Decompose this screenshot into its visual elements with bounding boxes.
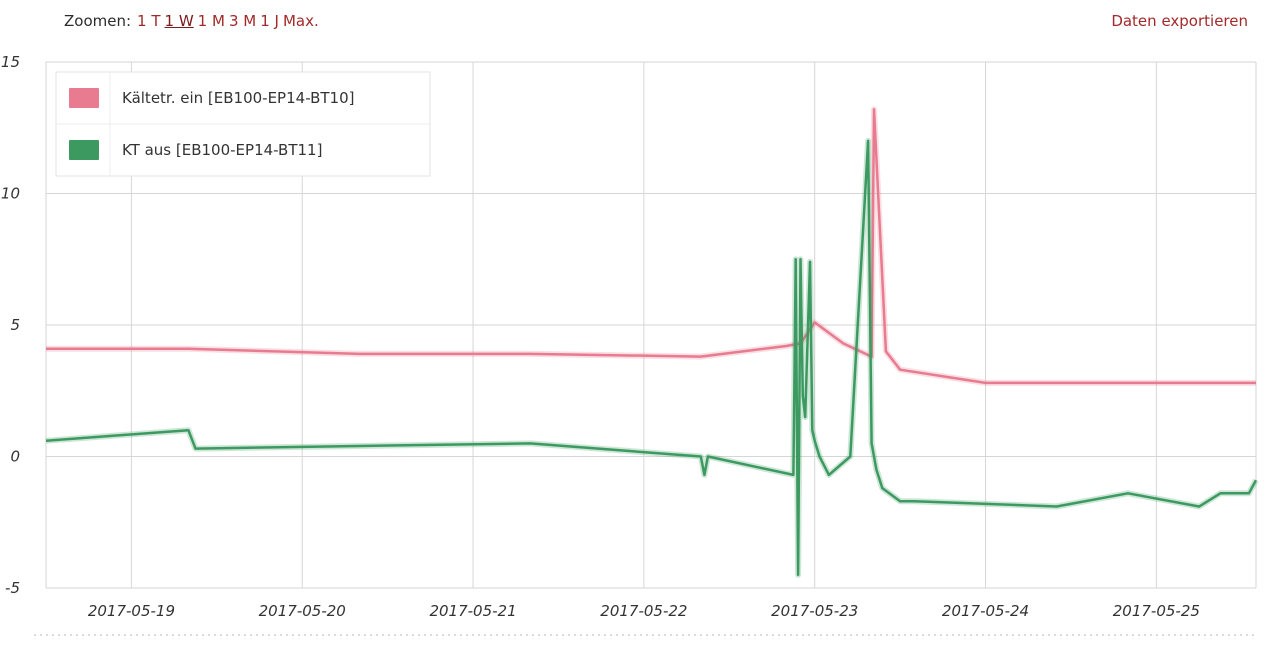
zoom-option-1m[interactable]: 1 M	[197, 12, 225, 30]
zoom-option-1w[interactable]: 1 W	[164, 12, 194, 30]
x-tick-label: 2017-05-25	[1113, 602, 1200, 620]
legend-swatch[interactable]	[69, 140, 99, 160]
x-tick-label: 2017-05-21	[429, 602, 516, 620]
y-tick-label: -5	[5, 579, 20, 597]
zoom-option-max[interactable]: Max.	[282, 12, 319, 30]
chart-legend: Kältetr. ein [EB100-EP14-BT10] KT aus [EB…	[55, 71, 431, 177]
chart-series	[45, 106, 1259, 578]
series-line-kt-aus[interactable]	[45, 139, 1258, 577]
y-tick-label: 0	[10, 448, 20, 466]
y-axis: -5 0 5 10 15	[1, 53, 20, 597]
y-tick-label: 15	[1, 53, 20, 71]
legend-label[interactable]: KT aus [EB100-EP14-BT11]	[122, 141, 322, 159]
x-tick-label: 2017-05-24	[942, 602, 1029, 620]
x-tick-label: 2017-05-22	[600, 602, 687, 620]
x-tick-label: 2017-05-20	[259, 602, 346, 620]
x-tick-label: 2017-05-19	[88, 602, 175, 620]
series-line-kaeltetraeger-ein[interactable]	[46, 108, 1256, 385]
legend-label[interactable]: Kältetr. ein [EB100-EP14-BT10]	[122, 89, 354, 107]
zoom-option-1j[interactable]: 1 J	[260, 12, 279, 30]
y-tick-label: 5	[10, 316, 20, 334]
zoom-label: Zoomen:	[64, 12, 132, 30]
x-axis: 2017-05-19 2017-05-20 2017-05-21 2017-05-22…	[88, 602, 1200, 620]
legend-swatch[interactable]	[69, 88, 99, 108]
y-tick-label: 10	[1, 185, 20, 203]
x-tick-label: 2017-05-23	[771, 602, 858, 620]
zoom-option-1t[interactable]: 1 T	[137, 12, 161, 30]
chart-grid	[34, 61, 1257, 636]
zoom-option-3m[interactable]: 3 M	[228, 12, 257, 30]
export-data-link[interactable]: Daten exportieren	[1111, 12, 1248, 30]
